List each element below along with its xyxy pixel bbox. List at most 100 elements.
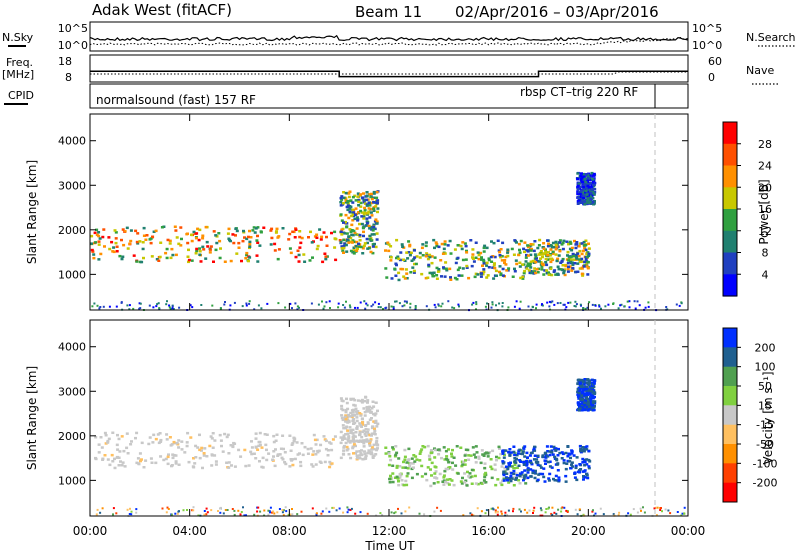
scatter-cell [562, 271, 566, 275]
scatter-cell [183, 451, 187, 454]
scatter-cell [226, 433, 230, 437]
scatter-cell [371, 251, 375, 255]
scatter-cell [572, 258, 576, 261]
scatter-cell [360, 435, 364, 439]
scatter-cell [116, 433, 119, 437]
scatter-cell [490, 260, 494, 263]
scatter-cell [373, 242, 376, 246]
scatter-cell [529, 266, 533, 269]
scatter-cell [541, 262, 544, 266]
scatter-cell [558, 249, 562, 253]
noise-cell [342, 511, 345, 514]
scatter-cell [499, 248, 503, 251]
cpid-left-mode: normalsound (fast) 157 RF [96, 93, 256, 107]
scatter-cell [588, 397, 592, 400]
scatter-cell [501, 479, 504, 483]
noise-cell [602, 513, 605, 516]
noise-cell [491, 301, 494, 304]
scatter-cell [375, 425, 379, 428]
noise-cell [291, 508, 293, 510]
scatter-cell [567, 256, 571, 259]
colorbar-frame [722, 327, 738, 503]
scatter-cell [345, 397, 348, 401]
scatter-cell [362, 192, 365, 195]
noise-cell [579, 303, 582, 306]
scatter-cell [525, 451, 529, 455]
noise-cell [518, 508, 521, 511]
scatter-cell [480, 482, 484, 485]
scatter-cell [576, 187, 580, 191]
noise-cell [112, 513, 114, 516]
scatter-cell [362, 230, 365, 234]
noise-cell [296, 305, 299, 308]
scatter-cell [172, 440, 176, 444]
noise-cell [496, 513, 499, 516]
scatter-cell [435, 477, 439, 480]
noise-cell [401, 305, 404, 308]
scatter-cell [562, 461, 566, 465]
scatter-cell [257, 440, 261, 444]
scatter-cell [229, 259, 233, 263]
scatter-cell [569, 260, 573, 263]
scatter-cell [219, 247, 222, 250]
scatter-cell [353, 213, 357, 216]
scatter-cell [356, 219, 360, 222]
scatter-cell [399, 251, 403, 254]
scatter-cell [297, 260, 301, 263]
scatter-cell [414, 262, 418, 266]
scatter-cell [519, 276, 523, 280]
noise-cell [535, 307, 537, 310]
scatter-cell [351, 432, 355, 435]
scatter-cell [363, 208, 367, 212]
scatter-cell [360, 211, 364, 214]
noise-cell [623, 305, 626, 308]
scatter-cell [583, 464, 587, 467]
scatter-cell [492, 264, 496, 267]
scatter-cell [355, 454, 359, 457]
scatter-cell [504, 263, 508, 266]
colorbar-segment [723, 230, 737, 254]
scatter-cell [531, 259, 535, 263]
scatter-cell [530, 462, 534, 466]
scatter-cell [132, 254, 136, 257]
scatter-cell [451, 461, 454, 465]
scatter-cell [561, 247, 565, 251]
scatter-cell [466, 448, 470, 452]
scatter-cell [587, 465, 591, 468]
scatter-cell [190, 259, 194, 262]
scatter-cell [194, 252, 198, 255]
nsearch-label: N.Search [746, 31, 796, 44]
scatter-cell [506, 251, 510, 254]
scatter-cell [290, 443, 294, 446]
scatter-cell [369, 250, 373, 254]
scatter-cell [546, 271, 550, 274]
scatter-cell [483, 244, 487, 248]
scatter-cell [328, 460, 332, 464]
scatter-cell [533, 253, 537, 256]
scatter-cell [588, 181, 592, 185]
scatter-cell [333, 435, 337, 438]
noise-cell [598, 305, 601, 308]
scatter-cell [98, 237, 102, 240]
noise-cell [565, 509, 568, 512]
scatter-cell [341, 424, 345, 427]
scatter-cell [349, 431, 353, 435]
scatter-cell [552, 246, 556, 249]
scatter-cell [529, 475, 533, 478]
scatter-cell [526, 250, 530, 253]
scatter-cell [289, 251, 293, 255]
scatter-cell [345, 425, 349, 428]
scatter-cell [166, 455, 170, 459]
scatter-cell [465, 249, 468, 253]
scatter-cell [566, 459, 570, 463]
scatter-cell [539, 257, 542, 260]
scatter-cell [481, 264, 484, 267]
scatter-cell [328, 465, 332, 469]
scatter-cell [581, 457, 585, 461]
scatter-cell [114, 231, 118, 234]
noise-cell [192, 506, 195, 509]
scatter-cell [281, 227, 285, 230]
scatter-cell [99, 436, 103, 439]
scatter-cell [196, 227, 200, 231]
noise-cell [370, 305, 373, 308]
